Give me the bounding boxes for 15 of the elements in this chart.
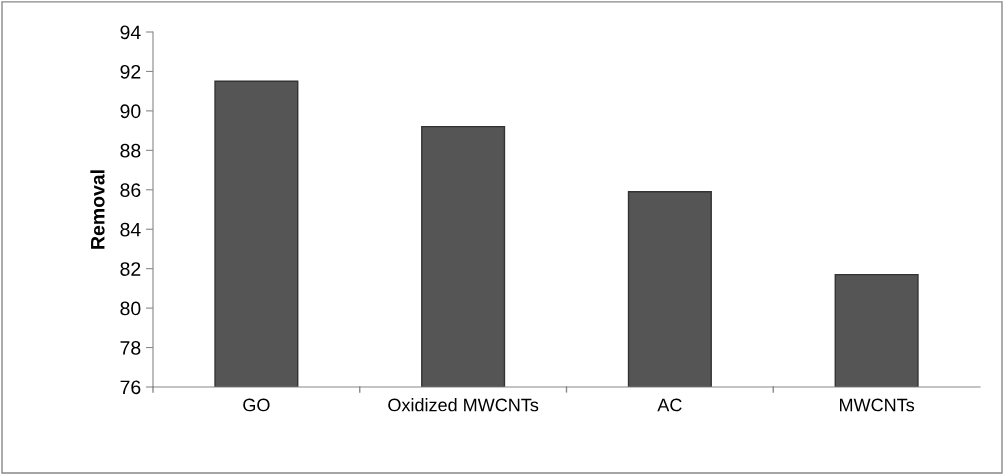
y-tick-label: 88 bbox=[120, 143, 141, 158]
y-tick-label: 94 bbox=[120, 25, 141, 40]
y-tick-label: 76 bbox=[120, 380, 141, 395]
x-tick-label: GO bbox=[243, 398, 270, 412]
x-tick-label: Oxidized MWCNTs bbox=[388, 398, 539, 412]
y-tick-label: 84 bbox=[120, 222, 141, 237]
y-tick-label: 92 bbox=[120, 64, 141, 79]
y-tick-label: 90 bbox=[120, 104, 141, 119]
y-axis-title: Removal bbox=[90, 170, 105, 249]
y-tick-label: 80 bbox=[120, 301, 141, 316]
x-tick-label: MWCNTs bbox=[840, 398, 915, 412]
y-tick-label: 78 bbox=[120, 341, 141, 355]
x-tick-label: AC bbox=[657, 398, 682, 412]
y-tick-label: 86 bbox=[120, 183, 141, 198]
y-tick-label: 82 bbox=[120, 262, 141, 276]
